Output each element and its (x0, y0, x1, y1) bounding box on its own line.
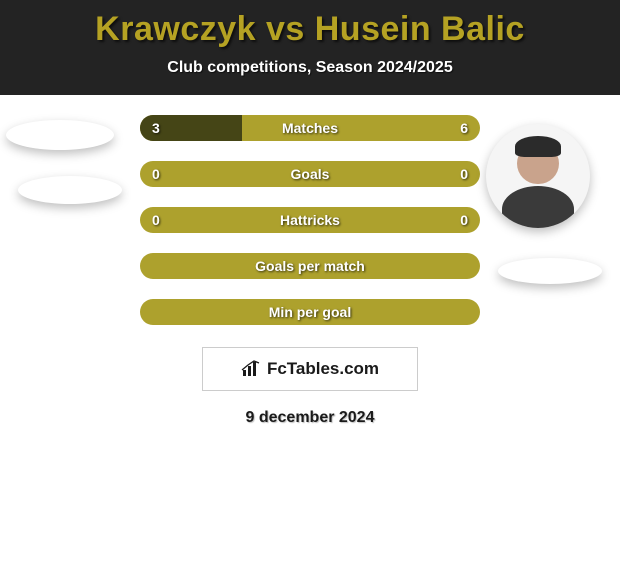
logo-text: FcTables.com (267, 359, 379, 379)
stat-bar: 0 0 Hattricks (140, 207, 480, 233)
stat-bar: Goals per match (140, 253, 480, 279)
logo-box: FcTables.com (202, 347, 418, 391)
player-avatar (486, 124, 590, 228)
header-band: Krawczyk vs Husein Balic Club competitio… (0, 0, 620, 95)
bar-label: Goals (291, 166, 330, 182)
bar-label: Min per goal (269, 304, 351, 320)
bars-container: 3 6 Matches 0 0 Goals 0 0 Hattricks Goals per mat… (140, 115, 480, 325)
bar-label: Hattricks (280, 212, 340, 228)
page-subtitle: Club competitions, Season 2024/2025 (0, 59, 620, 77)
bar-label: Matches (282, 120, 338, 136)
bar-label: Goals per match (255, 258, 365, 274)
chart-bars-icon (241, 360, 263, 378)
date-text: 9 december 2024 (0, 409, 620, 427)
left-ellipse-1 (18, 176, 122, 204)
left-ellipse-0 (6, 120, 114, 150)
stat-bar: Min per goal (140, 299, 480, 325)
bar-value-left: 0 (152, 212, 160, 228)
bar-value-right: 0 (460, 166, 468, 182)
bar-value-left: 3 (152, 120, 160, 136)
bar-value-left: 0 (152, 166, 160, 182)
stat-bar: 0 0 Goals (140, 161, 480, 187)
page-title: Krawczyk vs Husein Balic (0, 10, 620, 49)
bar-value-right: 6 (460, 120, 468, 136)
stat-bar: 3 6 Matches (140, 115, 480, 141)
right-ellipse (498, 258, 602, 284)
bar-value-right: 0 (460, 212, 468, 228)
